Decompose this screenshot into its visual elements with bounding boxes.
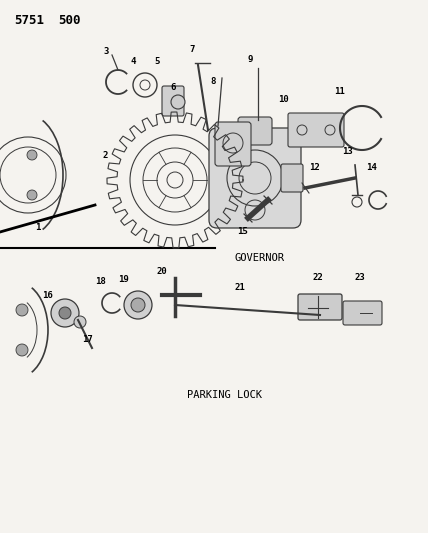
FancyBboxPatch shape — [288, 113, 344, 147]
Text: 23: 23 — [355, 273, 366, 282]
Text: 4: 4 — [130, 58, 136, 67]
FancyBboxPatch shape — [343, 301, 382, 325]
Text: PARKING LOCK: PARKING LOCK — [187, 390, 262, 400]
Text: 7: 7 — [189, 45, 195, 54]
Circle shape — [16, 344, 28, 356]
Text: 20: 20 — [157, 268, 167, 277]
Text: 500: 500 — [58, 14, 80, 27]
Text: 6: 6 — [170, 84, 175, 93]
Text: 11: 11 — [335, 87, 345, 96]
Text: 10: 10 — [279, 95, 289, 104]
Circle shape — [171, 95, 185, 109]
FancyBboxPatch shape — [209, 128, 301, 228]
Text: 2: 2 — [102, 150, 108, 159]
Text: 18: 18 — [95, 278, 107, 287]
Circle shape — [27, 190, 37, 200]
Text: 5: 5 — [155, 58, 160, 67]
Text: 16: 16 — [43, 292, 54, 301]
FancyBboxPatch shape — [298, 294, 342, 320]
FancyBboxPatch shape — [162, 86, 184, 116]
FancyBboxPatch shape — [281, 164, 303, 192]
FancyBboxPatch shape — [238, 117, 272, 145]
Circle shape — [124, 291, 152, 319]
Text: 8: 8 — [210, 77, 216, 86]
Text: 1: 1 — [36, 223, 41, 232]
Text: 3: 3 — [103, 47, 109, 56]
Text: 9: 9 — [247, 55, 253, 64]
Text: 19: 19 — [119, 276, 129, 285]
Text: 22: 22 — [312, 273, 324, 282]
Text: 15: 15 — [238, 228, 248, 237]
Circle shape — [131, 298, 145, 312]
Text: GOVERNOR: GOVERNOR — [235, 253, 285, 263]
Circle shape — [74, 316, 86, 328]
Text: 5751: 5751 — [14, 14, 44, 27]
Circle shape — [59, 307, 71, 319]
Text: 13: 13 — [343, 148, 354, 157]
Text: 21: 21 — [235, 284, 245, 293]
Circle shape — [16, 304, 28, 316]
FancyBboxPatch shape — [215, 122, 251, 166]
Circle shape — [51, 299, 79, 327]
Text: 17: 17 — [83, 335, 93, 344]
Text: 12: 12 — [309, 164, 321, 173]
Circle shape — [27, 150, 37, 160]
Text: 14: 14 — [367, 164, 377, 173]
